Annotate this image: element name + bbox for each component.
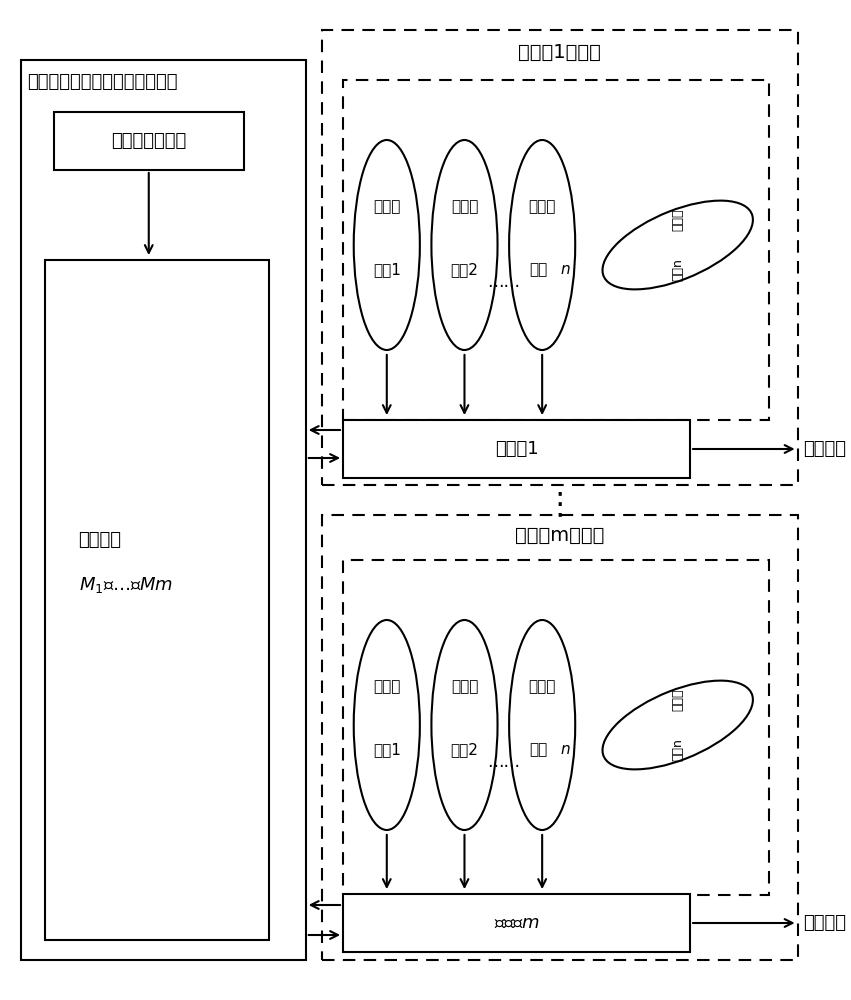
Text: 机器人1: 机器人1 (494, 440, 539, 458)
Text: 机器人1的系统: 机器人1的系统 (518, 42, 601, 62)
Text: $n$: $n$ (560, 742, 571, 758)
Bar (54, 112, 243, 170)
Text: 模糊控制规则库: 模糊控制规则库 (111, 132, 186, 150)
Text: 结构矩阵: 结构矩阵 (78, 531, 122, 549)
Text: 信息2: 信息2 (450, 742, 478, 758)
Bar (343, 560, 768, 895)
Ellipse shape (431, 140, 498, 350)
Text: 定位行为: 定位行为 (803, 914, 847, 932)
Text: 传感器: 传感器 (373, 680, 401, 694)
Text: 传感器: 传感器 (671, 689, 684, 711)
Text: 信息: 信息 (529, 742, 547, 758)
Bar (323, 515, 797, 960)
Ellipse shape (354, 140, 420, 350)
Text: $n$: $n$ (560, 262, 571, 277)
Text: 机器人m的系统: 机器人m的系统 (515, 526, 604, 544)
Bar (20, 60, 306, 960)
Text: ……: …… (487, 273, 520, 291)
Text: 定位行为: 定位行为 (803, 440, 847, 458)
Ellipse shape (603, 681, 753, 769)
Bar (343, 420, 690, 478)
Text: 传感器: 传感器 (451, 200, 478, 215)
Ellipse shape (431, 620, 498, 830)
Text: 信息1: 信息1 (373, 742, 401, 758)
Text: $M_1$、…、$Mm$: $M_1$、…、$Mm$ (78, 575, 173, 595)
Text: 传感器: 传感器 (451, 680, 478, 694)
Text: 传感器: 传感器 (528, 680, 556, 694)
Ellipse shape (354, 620, 420, 830)
Text: $机器人m$: $机器人m$ (494, 914, 540, 932)
Text: 传感器: 传感器 (373, 200, 401, 215)
Text: ……: …… (487, 753, 520, 771)
Ellipse shape (509, 140, 575, 350)
Text: 基于矩阵半张量积的模糊控制器: 基于矩阵半张量积的模糊控制器 (27, 73, 178, 91)
Text: ⋮: ⋮ (545, 490, 574, 520)
Text: 传感器: 传感器 (528, 200, 556, 215)
Text: 信息2: 信息2 (450, 262, 478, 277)
Text: 信息n: 信息n (671, 259, 684, 281)
Text: 信息1: 信息1 (373, 262, 401, 277)
Ellipse shape (509, 620, 575, 830)
Bar (323, 30, 797, 485)
Bar (45, 260, 269, 940)
Text: 信息: 信息 (529, 262, 547, 277)
Text: 信息n: 信息n (671, 739, 684, 761)
Bar (343, 894, 690, 952)
Bar (343, 80, 768, 420)
Text: 传感器: 传感器 (671, 209, 684, 231)
Ellipse shape (603, 201, 753, 289)
